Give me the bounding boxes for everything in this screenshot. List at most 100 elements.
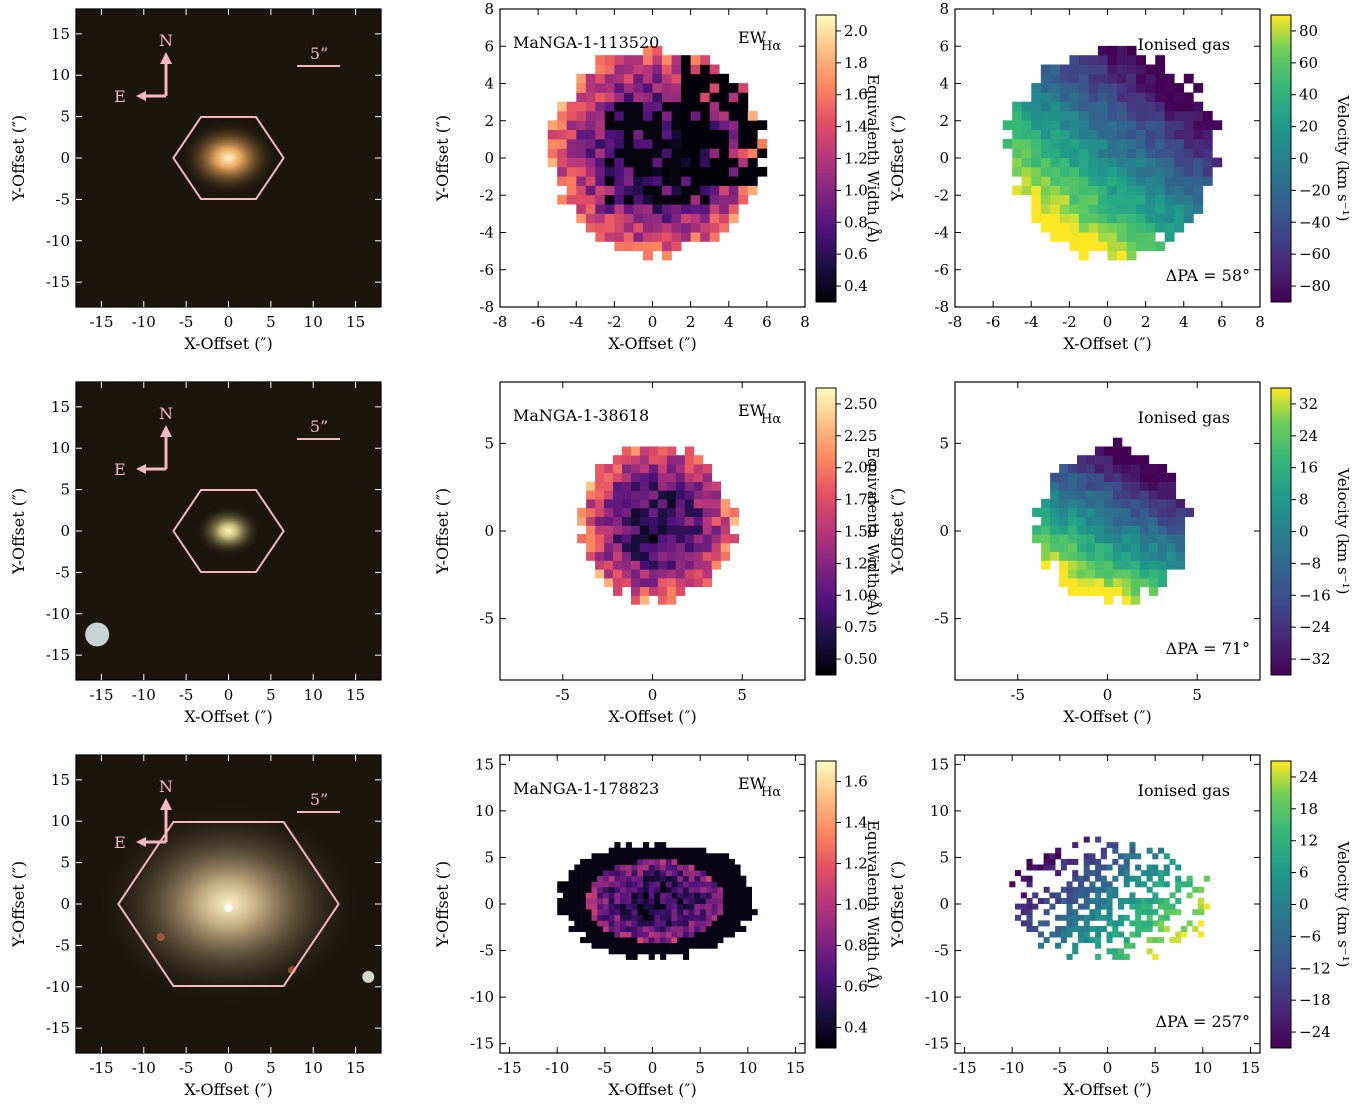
map-pixel: [1192, 926, 1199, 932]
map-pixel: [1094, 577, 1105, 588]
compass-north-label: N: [159, 404, 173, 423]
arrow-head: [136, 837, 146, 847]
map-pixel: [654, 892, 661, 899]
map-pixel: [1140, 926, 1147, 932]
map-pixel: [595, 222, 606, 233]
map-pixel: [1106, 898, 1113, 904]
y-tick-label: -2: [479, 186, 494, 204]
map-pixel: [1012, 157, 1023, 168]
map-pixel: [1166, 560, 1177, 570]
map-pixel: [648, 898, 655, 904]
map-pixel: [720, 534, 731, 544]
map-pixel: [648, 926, 655, 932]
map-pixel: [1107, 176, 1118, 186]
map-pixel: [1135, 903, 1142, 910]
map-pixel: [1112, 953, 1119, 960]
map-pixel: [1107, 120, 1118, 130]
map-pixel: [1126, 64, 1137, 75]
map-pixel: [675, 577, 686, 588]
map-pixel: [1193, 166, 1204, 177]
map-pixel: [1043, 864, 1050, 871]
map-pixel: [1107, 241, 1118, 252]
map-pixel: [1059, 481, 1069, 491]
x-tick-label: 5: [266, 1059, 276, 1077]
map-pixel: [580, 920, 587, 927]
map-pixel: [1107, 73, 1118, 84]
map-pixel: [1135, 853, 1142, 860]
x-axis-label: X-Offset (″): [1063, 1080, 1151, 1099]
map-pixel: [1175, 499, 1186, 509]
map-pixel: [700, 120, 711, 130]
map-pixel: [662, 222, 672, 233]
map-pixel: [1088, 222, 1099, 233]
map-pixel: [1174, 222, 1185, 233]
map-pixel: [665, 926, 672, 932]
map-pixel: [633, 92, 644, 103]
map-pixel: [591, 931, 598, 938]
colorbar-label: Equivalenth Width (Å): [864, 74, 882, 243]
map-pixel: [747, 166, 758, 177]
map-pixel: [639, 586, 650, 596]
map-pixel: [1112, 551, 1123, 561]
map-pixel: [1163, 881, 1170, 888]
map-pixel: [1175, 931, 1182, 938]
map-pixel: [631, 586, 641, 596]
map-pixel: [613, 542, 623, 553]
map-pixel: [585, 937, 592, 944]
x-tick-label: 0: [648, 313, 658, 331]
map-pixel: [613, 499, 623, 509]
map-pixel: [740, 909, 747, 916]
map-pixel: [1059, 534, 1069, 544]
map-pixel: [648, 446, 659, 456]
map-pixel: [700, 83, 711, 93]
map-pixel: [1136, 213, 1146, 224]
map-pixel: [547, 139, 558, 149]
map-pixel: [1198, 886, 1205, 893]
map-pixel: [643, 73, 653, 84]
map-pixel: [595, 64, 606, 75]
map-pixel: [723, 920, 730, 927]
map-pixel: [574, 926, 581, 932]
map-pixel: [1148, 525, 1159, 535]
map-pixel: [604, 472, 614, 482]
map-pixels: [547, 45, 768, 261]
colorbar-label: Velocity (km s⁻¹): [1334, 467, 1352, 594]
map-pixel: [671, 166, 682, 177]
map-pixel: [597, 886, 604, 893]
map-pixel: [614, 176, 625, 186]
map-pixel: [709, 111, 720, 121]
map-pixel: [688, 914, 695, 921]
map-pixel: [660, 886, 667, 893]
map-pixel: [1202, 148, 1213, 158]
map-pixel: [648, 931, 655, 938]
ew-subscript: Hα: [761, 785, 781, 800]
map-pixel: [700, 111, 711, 121]
map-pixel: [648, 864, 655, 871]
map-pixel: [643, 914, 650, 921]
map-pixel: [1164, 213, 1175, 224]
map-pixel: [738, 148, 749, 158]
y-axis-label: Y-Offset (″): [9, 115, 28, 202]
compass-north-label: N: [159, 777, 173, 796]
y-tick-label: 0: [484, 522, 494, 540]
map-pixel: [1089, 914, 1096, 921]
map-pixel: [734, 886, 741, 893]
map-pixel: [639, 464, 650, 474]
map-pixel: [580, 875, 587, 882]
map-pixel: [1068, 569, 1078, 579]
map-pixel: [595, 516, 605, 526]
map-pixel: [657, 472, 668, 482]
map-pixel: [623, 83, 634, 93]
map-pixel: [576, 111, 587, 121]
map-pixel: [1040, 73, 1051, 84]
scale-bar-label: 5”: [310, 44, 328, 63]
map-pixel: [665, 909, 672, 916]
map-pixel: [671, 185, 682, 196]
map-pixel: [1050, 204, 1061, 214]
map-pixel: [705, 931, 712, 938]
map-pixel: [1164, 222, 1175, 233]
map-pixel: [719, 83, 730, 93]
map-pixel: [1126, 213, 1137, 224]
map-pixel: [591, 870, 598, 877]
map-pixel: [620, 903, 627, 910]
